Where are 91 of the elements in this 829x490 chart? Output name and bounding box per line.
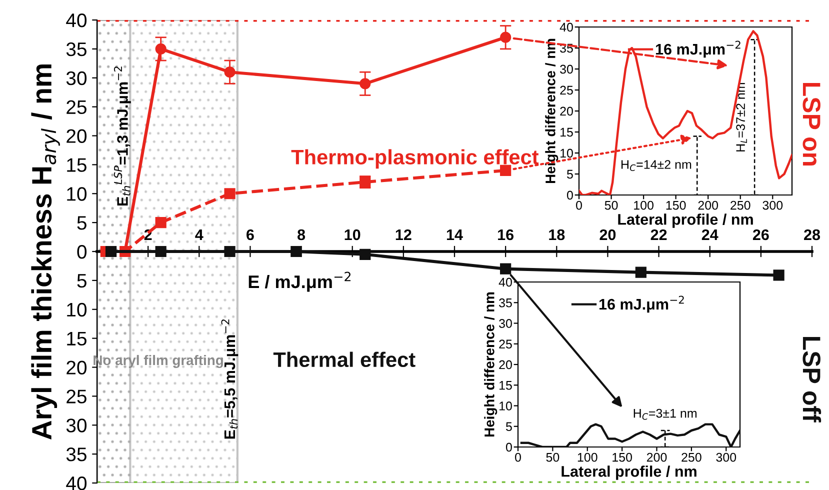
x-tick-label: 150	[612, 452, 632, 462]
point	[500, 164, 512, 176]
annotation: Thermal effect	[273, 352, 416, 368]
point	[155, 217, 166, 228]
x-tick-label: 24	[702, 229, 718, 240]
y-tick-label: 35	[66, 42, 86, 56]
y-tick-label: 10	[67, 302, 87, 317]
y-tick-label: 40	[66, 13, 87, 28]
y-tick-label: 15	[67, 332, 86, 346]
x-tick-label: 150	[666, 200, 686, 210]
x-tick-label: 300	[716, 452, 736, 462]
x-tick-label: 250	[730, 200, 750, 210]
y-tick-label: 35	[499, 298, 512, 308]
x-tick-label: 20	[600, 229, 616, 240]
annotation: H$_{C}$=14±2 nm	[621, 160, 692, 171]
x-tick-label: 100	[578, 452, 598, 462]
x-tick-label: 28	[804, 229, 820, 240]
y-tick-label: 30	[499, 319, 512, 328]
y-axis-title: Aryl film thickness H$_{aryl}$ / nm	[31, 64, 60, 440]
y-tick-label: 40	[560, 22, 573, 32]
annotation: Thermo-plasmonic effect	[291, 149, 539, 169]
y-tick-label: 25	[66, 390, 86, 404]
y-tick-label: 10	[499, 402, 512, 410]
y-tick-label: 15	[499, 381, 512, 390]
annotation: LSP on	[802, 83, 820, 166]
x-tick-label: 18	[549, 229, 565, 240]
point	[290, 246, 302, 258]
x-tick-label: 300	[762, 200, 783, 210]
point	[500, 263, 512, 274]
x-tick-label: 22	[650, 229, 667, 240]
point	[155, 43, 166, 54]
x-tick-label: 50	[546, 452, 560, 462]
point	[224, 66, 236, 78]
x-tick-label: 6	[246, 229, 254, 240]
y-tick-label: 5	[566, 170, 573, 179]
y-tick-label: 5	[506, 422, 512, 432]
y-tick-label: 25	[499, 340, 512, 349]
point	[224, 246, 236, 258]
legend-label: 16 mJ.μm$^{−2}$	[656, 40, 740, 58]
y-axis-title: Height difference / nm	[484, 292, 498, 436]
x-tick-label: 200	[646, 452, 667, 462]
x-axis-title: Lateral profile / nm	[618, 214, 753, 228]
x-tick-label: 4	[195, 229, 204, 240]
y-tick-label: 30	[66, 418, 87, 432]
y-tick-label: 0	[506, 442, 512, 452]
x-tick-label: 100	[634, 200, 654, 210]
y-tick-label: 15	[560, 128, 573, 137]
x-tick-label: 10	[344, 229, 360, 240]
y-tick-label: 25	[66, 100, 86, 114]
y-tick-label: 20	[66, 360, 87, 374]
x-tick-label: 200	[698, 200, 718, 210]
x-tick-label: 26	[752, 229, 769, 240]
point	[360, 78, 371, 90]
y-tick-label: 5	[77, 216, 86, 230]
y-tick-label: 30	[66, 71, 87, 86]
y-tick-label: 25	[560, 86, 573, 95]
legend-label: 16 mJ.μm$^{−2}$	[599, 296, 684, 313]
line-series	[520, 423, 740, 447]
x-axis-title: Lateral profile / nm	[562, 466, 696, 480]
x-tick-label: 8	[298, 229, 306, 240]
x-tick-label: 0	[515, 452, 521, 462]
point	[773, 270, 784, 281]
point	[224, 188, 236, 200]
point	[360, 248, 371, 260]
annotation: H$_{C}$=3±1 nm	[634, 408, 696, 420]
y-tick-label: 10	[560, 148, 573, 158]
x-tick-label: 50	[604, 200, 618, 210]
y-tick-label: 20	[66, 129, 87, 143]
y-tick-label: 40	[498, 278, 512, 287]
point	[105, 246, 117, 258]
y-tick-label: 20	[560, 106, 573, 116]
x-tick-label: 0	[576, 200, 582, 210]
band-label: E$_{th}$$^{LSP}$=1,3 mJ.μm$^{−2}$	[114, 66, 131, 206]
y-tick-label: 35	[66, 448, 86, 462]
y-tick-label: 15	[67, 158, 86, 172]
y-tick-label: 10	[67, 187, 87, 201]
x-tick-label: 16	[498, 229, 514, 240]
y-tick-label: 40	[66, 476, 87, 490]
point	[155, 246, 166, 258]
point	[635, 266, 646, 278]
point	[500, 32, 512, 43]
x-tick-label: 12	[396, 229, 412, 240]
y-tick-label: 0	[77, 244, 87, 259]
y-tick-label: 5	[77, 274, 86, 288]
y-tick-label: 30	[560, 64, 573, 74]
x-tick-label: 250	[682, 452, 702, 462]
x-tick-label: 14	[446, 229, 463, 240]
y-tick-label: 0	[566, 190, 573, 200]
annotation: LSP off	[802, 336, 822, 422]
x-axis-title: E / mJ.μm$^{−2}$	[248, 272, 351, 292]
y-tick-label: 20	[499, 360, 512, 370]
